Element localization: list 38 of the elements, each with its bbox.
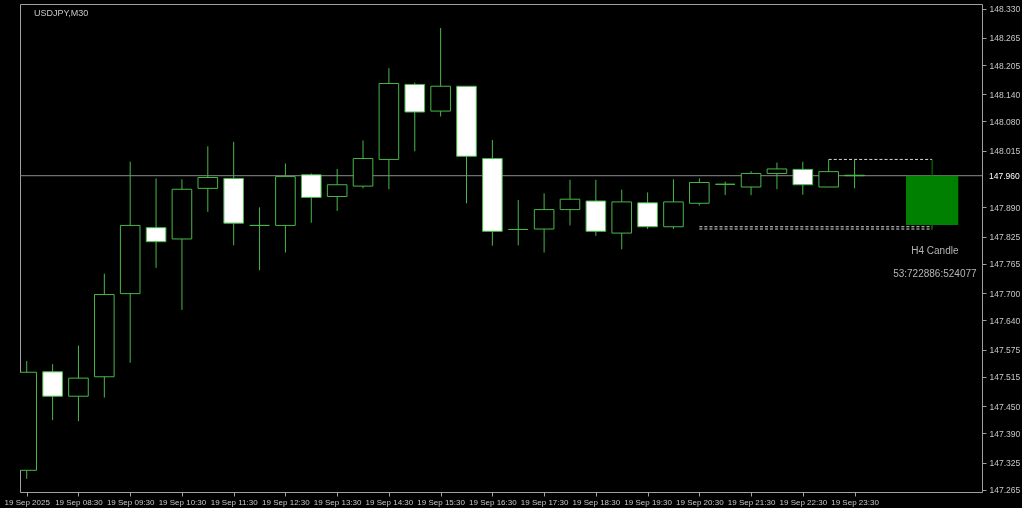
y-tick-label: 148.080 <box>989 116 1021 127</box>
x-tick-label: 19 Sep 22:30 <box>779 497 828 507</box>
y-tick-label: 147.390 <box>989 428 1021 439</box>
x-tick-label: 19 Sep 17:30 <box>520 497 569 507</box>
y-tick-label: 147.575 <box>989 345 1021 356</box>
x-tick-label: 19 Sep 10:30 <box>158 497 207 507</box>
x-tick-label: 19 Sep 12:30 <box>262 497 311 507</box>
x-tick-label: 19 Sep 19:30 <box>624 497 673 507</box>
y-tick-label: 147.265 <box>989 485 1021 496</box>
chart-title: USDJPY,M30 <box>34 8 89 18</box>
annotation: H4 Candle <box>911 245 959 256</box>
y-tick-label: 148.015 <box>989 146 1021 157</box>
y-tick-label: 147.825 <box>989 232 1021 243</box>
y-tick-label: 148.140 <box>989 89 1021 100</box>
x-tick-label: 19 Sep 2025 <box>4 497 51 507</box>
y-tick-label: 148.330 <box>989 4 1021 15</box>
y-tick-label: 147.325 <box>989 458 1021 469</box>
x-tick-label: 19 Sep 21:30 <box>727 497 776 507</box>
y-tick-label: 147.890 <box>989 202 1021 213</box>
x-tick-label: 19 Sep 18:30 <box>572 497 621 507</box>
x-tick-label: 19 Sep 16:30 <box>469 497 518 507</box>
annotation: 53:722886:524077 <box>893 268 978 279</box>
y-tick-label: 147.765 <box>989 259 1021 270</box>
ref-line-label: 147.960 <box>989 170 1020 181</box>
x-tick-label: 19 Sep 11:30 <box>210 497 259 507</box>
y-tick-label: 147.450 <box>989 401 1021 412</box>
x-tick-label: 19 Sep 15:30 <box>417 497 466 507</box>
x-tick-label: 19 Sep 09:30 <box>106 497 156 507</box>
y-tick-label: 148.205 <box>989 60 1021 71</box>
x-tick-label: 19 Sep 08:30 <box>55 497 104 507</box>
x-tick-label: 19 Sep 20:30 <box>676 497 725 507</box>
y-tick-label: 147.700 <box>989 288 1021 299</box>
y-tick-label: 148.265 <box>989 33 1021 44</box>
x-tick-label: 19 Sep 13:30 <box>313 497 362 507</box>
y-tick-label: 147.515 <box>989 372 1021 383</box>
x-tick-label: 19 Sep 23:30 <box>831 497 880 507</box>
y-tick-label: 147.640 <box>989 315 1021 326</box>
x-tick-label: 19 Sep 14:30 <box>365 497 414 507</box>
